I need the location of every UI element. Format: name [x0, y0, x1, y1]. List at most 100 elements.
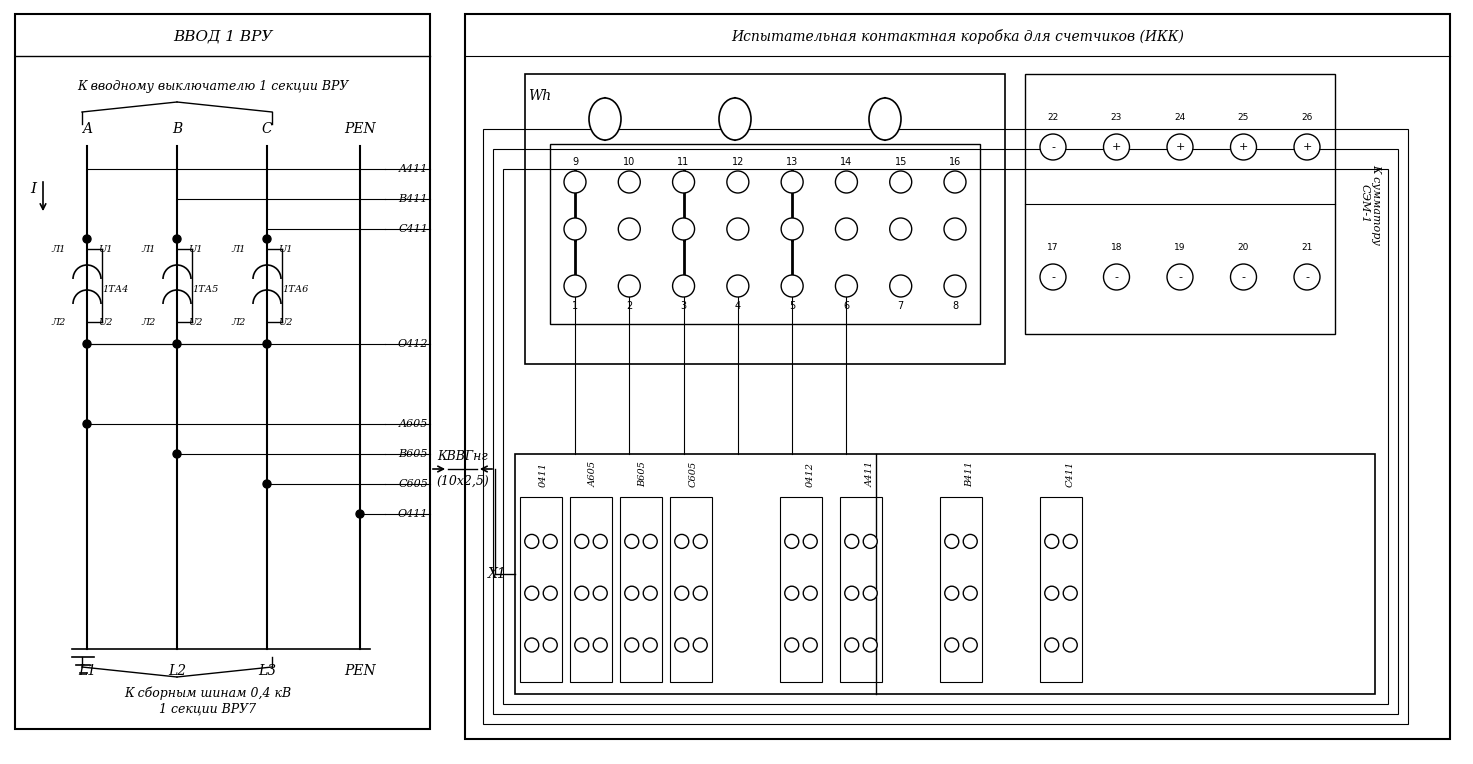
- Text: L2: L2: [168, 664, 186, 678]
- Circle shape: [963, 586, 977, 601]
- Circle shape: [619, 275, 641, 297]
- Bar: [502, 169, 1388, 704]
- Text: 18: 18: [1111, 242, 1122, 251]
- Circle shape: [694, 586, 707, 601]
- Circle shape: [644, 638, 657, 652]
- Circle shape: [564, 218, 586, 240]
- Circle shape: [844, 638, 859, 652]
- Bar: [1040, 497, 1083, 682]
- Bar: [516, 454, 1374, 694]
- Circle shape: [844, 534, 859, 549]
- Bar: [781, 497, 822, 682]
- Circle shape: [890, 171, 912, 193]
- Text: 12: 12: [732, 157, 744, 167]
- Circle shape: [1064, 638, 1077, 652]
- Circle shape: [863, 586, 878, 601]
- Circle shape: [619, 171, 641, 193]
- Bar: [549, 144, 980, 324]
- Text: U1: U1: [97, 244, 112, 254]
- Circle shape: [963, 534, 977, 549]
- Text: +: +: [1175, 142, 1184, 152]
- Circle shape: [574, 586, 589, 601]
- Text: -: -: [1178, 272, 1181, 282]
- Circle shape: [944, 171, 966, 193]
- Circle shape: [944, 638, 959, 652]
- Bar: [1025, 74, 1335, 334]
- Circle shape: [625, 638, 639, 652]
- Circle shape: [890, 218, 912, 240]
- Text: К сборным шинам 0,4 кВ
1 секции ВРУ7: К сборным шинам 0,4 кВ 1 секции ВРУ7: [124, 687, 292, 715]
- Circle shape: [675, 638, 689, 652]
- Text: КВВГнг: КВВГнг: [437, 451, 488, 464]
- Text: 24: 24: [1174, 112, 1186, 121]
- Text: А605: А605: [589, 461, 598, 487]
- Circle shape: [172, 235, 181, 243]
- Circle shape: [82, 420, 91, 428]
- Text: 1ТА5: 1ТА5: [191, 284, 218, 293]
- Circle shape: [524, 534, 539, 549]
- Text: 5: 5: [790, 301, 795, 311]
- Circle shape: [673, 218, 695, 240]
- Text: С605: С605: [688, 461, 698, 487]
- Text: Л2: Л2: [231, 318, 246, 326]
- Circle shape: [781, 275, 803, 297]
- Text: К сумматору
СЭМ-1: К сумматору СЭМ-1: [1360, 163, 1380, 244]
- Bar: [520, 497, 563, 682]
- Circle shape: [619, 218, 641, 240]
- Text: C411: C411: [398, 224, 429, 234]
- Circle shape: [594, 638, 607, 652]
- Circle shape: [264, 480, 271, 488]
- Text: 1: 1: [572, 301, 577, 311]
- Ellipse shape: [719, 98, 751, 140]
- Text: B605: B605: [399, 449, 429, 459]
- Circle shape: [1064, 534, 1077, 549]
- Text: (10х2,5): (10х2,5): [436, 474, 489, 487]
- Text: O411: O411: [398, 509, 429, 519]
- Circle shape: [544, 638, 557, 652]
- Circle shape: [644, 534, 657, 549]
- Text: 17: 17: [1047, 242, 1059, 251]
- Bar: [15, 14, 430, 729]
- Text: PEN: PEN: [345, 122, 376, 136]
- Text: Wh: Wh: [529, 89, 551, 103]
- Bar: [670, 497, 711, 682]
- Circle shape: [944, 275, 966, 297]
- Ellipse shape: [589, 98, 622, 140]
- Circle shape: [944, 218, 966, 240]
- Circle shape: [564, 275, 586, 297]
- Text: +: +: [1112, 142, 1121, 152]
- Circle shape: [594, 586, 607, 601]
- Circle shape: [844, 586, 859, 601]
- Text: 9: 9: [572, 157, 577, 167]
- Text: 10: 10: [623, 157, 635, 167]
- Circle shape: [675, 586, 689, 601]
- Ellipse shape: [869, 98, 901, 140]
- Text: A605: A605: [399, 419, 429, 429]
- Circle shape: [1293, 134, 1320, 160]
- Text: 2: 2: [626, 301, 632, 311]
- Text: 25: 25: [1237, 112, 1249, 121]
- Circle shape: [1167, 264, 1193, 290]
- Bar: [620, 497, 661, 682]
- Text: 13: 13: [787, 157, 798, 167]
- Circle shape: [574, 638, 589, 652]
- Circle shape: [673, 275, 695, 297]
- Bar: [840, 497, 882, 682]
- Text: 0411: 0411: [539, 461, 548, 487]
- Text: -: -: [1115, 272, 1118, 282]
- Text: Испытательная контактная коробка для счетчиков (ИКК): Испытательная контактная коробка для сче…: [731, 28, 1184, 44]
- Text: 19: 19: [1174, 242, 1186, 251]
- Text: -: -: [1052, 142, 1055, 152]
- Text: ВВОД 1 ВРУ: ВВОД 1 ВРУ: [172, 29, 273, 43]
- Circle shape: [574, 534, 589, 549]
- Text: Л2: Л2: [141, 318, 156, 326]
- Text: 3: 3: [681, 301, 686, 311]
- Circle shape: [1040, 264, 1066, 290]
- Circle shape: [172, 450, 181, 458]
- Text: 6: 6: [844, 301, 850, 311]
- Circle shape: [675, 534, 689, 549]
- Circle shape: [863, 638, 878, 652]
- Circle shape: [1040, 134, 1066, 160]
- Text: Л1: Л1: [52, 244, 66, 254]
- Circle shape: [694, 638, 707, 652]
